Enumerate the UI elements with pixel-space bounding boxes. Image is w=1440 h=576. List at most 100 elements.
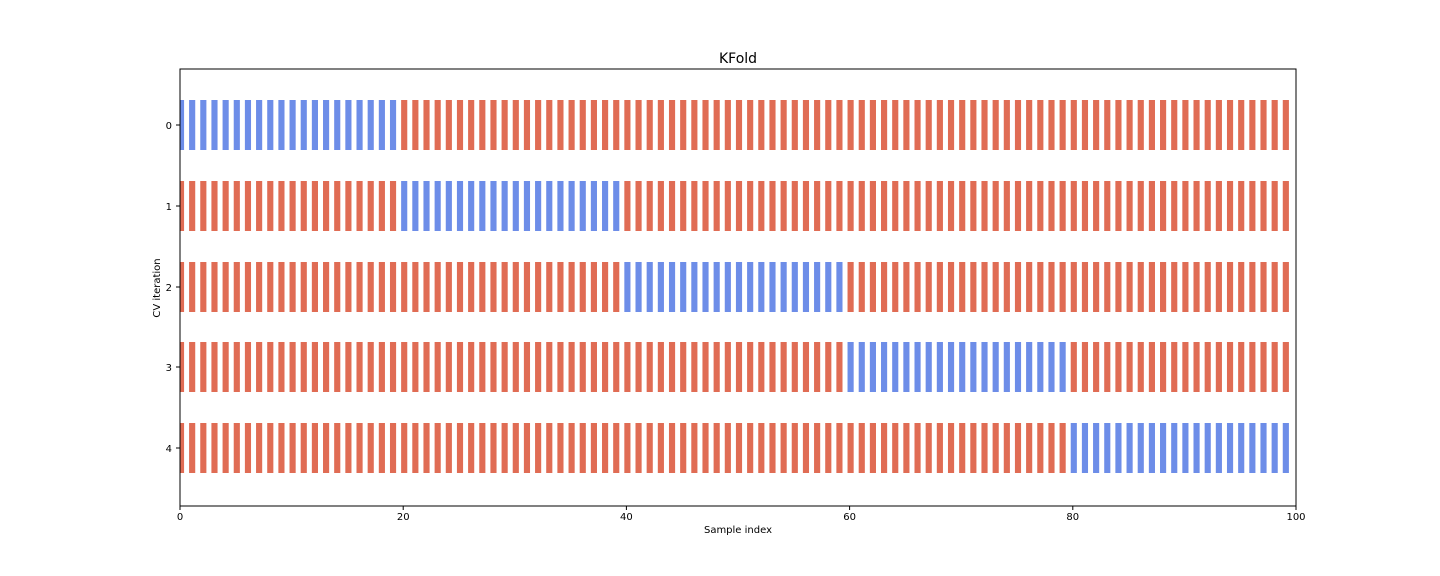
train-sample-bar [613, 262, 620, 312]
train-sample-bar [1148, 342, 1155, 392]
train-sample-bar [1048, 181, 1055, 231]
train-sample-bar [814, 423, 821, 473]
test-sample-bar [468, 181, 475, 231]
train-sample-bar [1260, 181, 1267, 231]
train-sample-bar [1014, 100, 1022, 150]
train-sample-bar [1093, 262, 1100, 312]
train-sample-bar [691, 100, 698, 150]
train-sample-bar [747, 181, 754, 231]
train-sample-bar [1171, 181, 1178, 231]
train-sample-bar [180, 342, 185, 392]
train-sample-bar [702, 100, 709, 150]
train-sample-bar [1014, 423, 1022, 473]
train-sample-bar [914, 423, 921, 473]
train-sample-bar [389, 262, 397, 312]
train-sample-bar [590, 423, 597, 473]
train-sample-bar [311, 262, 318, 312]
train-sample-bar [646, 181, 653, 231]
train-sample-bar [189, 342, 196, 392]
train-sample-bar [1081, 100, 1089, 150]
train-sample-bar [602, 342, 609, 392]
train-sample-bar [914, 181, 921, 231]
train-sample-bar [456, 100, 464, 150]
train-sample-bar [1260, 342, 1267, 392]
train-sample-bar [657, 100, 664, 150]
test-sample-bar [1003, 342, 1010, 392]
train-sample-bar [222, 262, 229, 312]
cv-row-0 [180, 100, 1289, 150]
train-sample-bar [535, 342, 542, 392]
train-sample-bar [579, 100, 586, 150]
train-sample-bar [211, 181, 218, 231]
test-sample-bar [1260, 423, 1267, 473]
train-sample-bar [624, 423, 631, 473]
train-sample-bar [1282, 262, 1289, 312]
train-sample-bar [1148, 100, 1155, 150]
train-sample-bar [1059, 262, 1066, 312]
test-sample-bar [490, 181, 497, 231]
test-sample-bar [423, 181, 430, 231]
test-sample-bar [356, 100, 363, 150]
train-sample-bar [512, 342, 519, 392]
train-sample-bar [180, 262, 185, 312]
test-sample-bar [456, 181, 464, 231]
test-sample-bar [791, 262, 798, 312]
train-sample-bar [1282, 100, 1289, 150]
train-sample-bar [769, 342, 776, 392]
test-sample-bar [836, 262, 843, 312]
train-sample-bar [758, 181, 765, 231]
test-sample-bar [981, 342, 988, 392]
train-sample-bar [657, 181, 664, 231]
train-sample-bar [244, 262, 252, 312]
x-axis-label: Sample index [704, 525, 772, 536]
train-sample-bar [267, 181, 274, 231]
train-sample-bar [758, 342, 765, 392]
train-sample-bar [211, 262, 218, 312]
train-sample-bar [189, 423, 196, 473]
train-sample-bar [613, 423, 620, 473]
train-sample-bar [1249, 262, 1256, 312]
test-sample-bar [1282, 423, 1289, 473]
test-sample-bar [680, 262, 687, 312]
train-sample-bar [334, 342, 341, 392]
train-sample-bar [959, 423, 966, 473]
train-sample-bar [680, 423, 687, 473]
train-sample-bar [847, 423, 854, 473]
train-sample-bar [389, 181, 397, 231]
train-sample-bar [300, 262, 307, 312]
train-sample-bar [646, 100, 653, 150]
train-sample-bar [278, 342, 285, 392]
train-sample-bar [735, 342, 743, 392]
train-sample-bar [724, 423, 731, 473]
train-sample-bar [546, 100, 553, 150]
train-sample-bar [1126, 100, 1133, 150]
train-sample-bar [222, 423, 229, 473]
train-sample-bar [702, 342, 709, 392]
train-sample-bar [334, 262, 341, 312]
train-sample-bar [1260, 100, 1267, 150]
train-sample-bar [802, 423, 810, 473]
train-sample-bar [590, 100, 597, 150]
test-sample-bar [1238, 423, 1245, 473]
y-tick-label: 0 [166, 121, 172, 132]
train-sample-bar [568, 262, 575, 312]
train-sample-bar [802, 342, 810, 392]
train-sample-bar [445, 100, 452, 150]
train-sample-bar [1037, 423, 1044, 473]
train-sample-bar [479, 423, 486, 473]
train-sample-bar [825, 100, 832, 150]
train-sample-bar [490, 342, 497, 392]
train-sample-bar [367, 342, 374, 392]
test-sample-bar [780, 262, 787, 312]
test-sample-bar [892, 342, 899, 392]
train-sample-bar [423, 423, 430, 473]
train-sample-bar [970, 262, 977, 312]
train-sample-bar [869, 423, 876, 473]
train-sample-bar [802, 100, 810, 150]
train-sample-bar [1070, 342, 1077, 392]
train-sample-bar [367, 181, 374, 231]
train-sample-bar [222, 342, 229, 392]
test-sample-bar [189, 100, 196, 150]
test-sample-bar [512, 181, 519, 231]
train-sample-bar [490, 423, 497, 473]
